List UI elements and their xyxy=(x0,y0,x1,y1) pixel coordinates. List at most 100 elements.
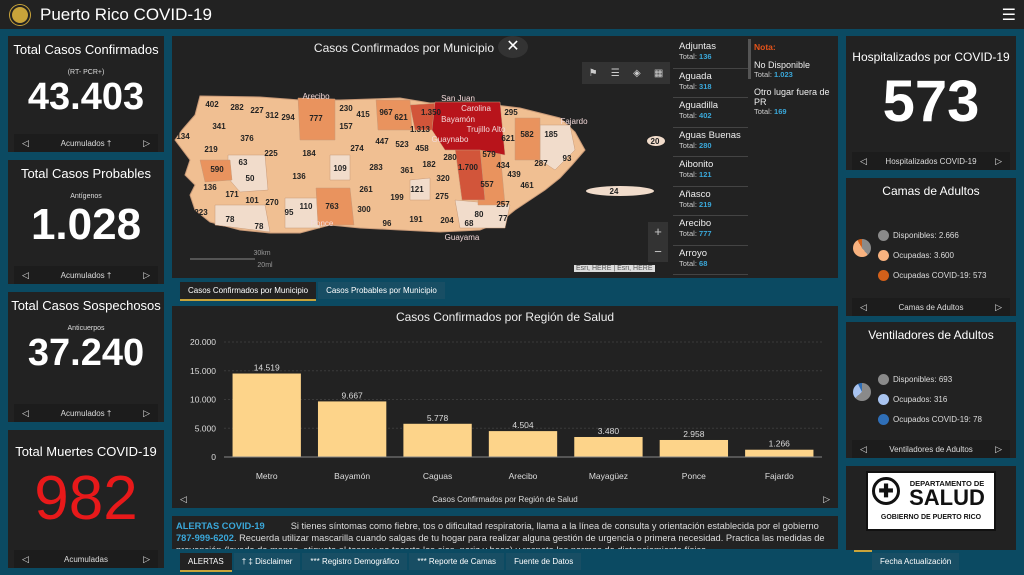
bar-fajardo[interactable] xyxy=(745,449,814,457)
tab-confirmados-municipio[interactable]: Casos Confirmados por Municipio xyxy=(180,282,317,301)
municipio-list-item[interactable]: Adjuntas Total: 136 xyxy=(673,39,748,69)
next-arrow-icon[interactable]: ▷ xyxy=(995,155,1002,166)
legend-swatch xyxy=(878,374,889,385)
bar-caguas[interactable] xyxy=(403,423,472,457)
prev-arrow-icon[interactable]: ◁ xyxy=(22,407,29,418)
municipio-count-label: 275 xyxy=(435,192,449,201)
tab-probables-municipio[interactable]: Casos Probables por Municipio xyxy=(318,282,445,299)
municipio-count-label: 134 xyxy=(176,132,190,141)
prev-arrow-icon[interactable]: ◁ xyxy=(22,553,29,564)
municipio-name: Arecibo xyxy=(679,218,712,229)
municipio-count-label: 283 xyxy=(369,163,383,172)
municipio-count-label: 274 xyxy=(350,144,364,153)
alert-phone-link[interactable]: 787-999-6202 xyxy=(176,533,234,543)
municipio-count-label: 225 xyxy=(264,149,278,158)
municipio-count-label: 582 xyxy=(520,130,534,139)
tab-fuente-datos[interactable]: Fuente de Datos xyxy=(506,553,582,570)
municipio-total: Total: 68 xyxy=(679,258,708,268)
next-arrow-icon[interactable]: ▷ xyxy=(143,137,150,148)
logo-line3: GOBIERNO DE PUERTO RICO xyxy=(880,514,982,521)
legend-icon[interactable]: ☰ xyxy=(610,67,620,79)
municipio-count-label: 171 xyxy=(225,190,239,199)
municipio-count-label: 312 xyxy=(265,111,279,120)
municipio-count-label: 136 xyxy=(203,183,217,192)
prev-arrow-icon[interactable]: ◁ xyxy=(860,301,867,312)
tab-reporte-camas[interactable]: *** Reporte de Camas xyxy=(409,553,505,570)
municipio-list-item[interactable]: Arecibo Total: 777 xyxy=(673,216,748,246)
municipio-name: Arroyo xyxy=(679,247,707,259)
card-deaths: Total Muertes COVID-19 982 ◁ Acumuladas ▷ xyxy=(8,430,164,568)
municipio-count-label: 1.700 xyxy=(458,163,479,172)
municipio-total: Total: 121 xyxy=(679,170,712,179)
next-arrow-icon[interactable]: ▷ xyxy=(995,443,1002,454)
next-arrow-icon[interactable]: ▷ xyxy=(143,407,150,418)
municipio-list-item[interactable]: Añasco Total: 219 xyxy=(673,187,748,216)
municipio-name: Aguadilla xyxy=(679,100,719,111)
municipio-list-item[interactable]: Arroyo Total: 68 xyxy=(673,246,748,275)
municipio-list-item[interactable]: Aibonito Total: 121 xyxy=(673,157,748,187)
municipio-list[interactable]: Adjuntas Total: 136 Aguada Total: 318 Aguadi… xyxy=(673,39,748,277)
y-tick-label: 5.000 xyxy=(195,423,217,433)
municipio-region xyxy=(431,101,506,156)
card-title: Hospitalizados por COVID-19 xyxy=(852,50,1010,64)
tab-disclaimer[interactable]: † ‡ Disclaimer xyxy=(233,553,301,570)
card-subtitle: Antígenos xyxy=(70,193,102,200)
bar-bayamón[interactable] xyxy=(317,401,387,457)
municipio-count-label: 78 xyxy=(226,215,235,224)
bar-mayagüez[interactable] xyxy=(574,436,643,457)
nota-box: Nota: No Disponible Total: 1.023 Otro lu… xyxy=(754,42,836,116)
y-tick-label: 10.000 xyxy=(190,395,216,405)
prev-arrow-icon[interactable]: ◁ xyxy=(860,155,867,166)
card-footer: ◁ Camas de Adultos ▷ xyxy=(852,298,1010,316)
x-tick-label: Metro xyxy=(256,471,278,481)
prev-arrow-icon[interactable]: ◁ xyxy=(22,269,29,280)
zoom-in-button[interactable]: + xyxy=(654,224,662,239)
zoom-out-button[interactable]: − xyxy=(654,244,662,259)
next-arrow-icon[interactable]: ▷ xyxy=(823,493,830,504)
list-scrollbar[interactable] xyxy=(748,39,751,79)
bar-arecibo[interactable] xyxy=(488,431,558,457)
prev-arrow-icon[interactable]: ◁ xyxy=(860,443,867,454)
municipio-count-label: 199 xyxy=(390,193,404,202)
tab-registro-demografico[interactable]: *** Registro Demográfico xyxy=(302,553,408,570)
prev-arrow-icon[interactable]: ◁ xyxy=(180,493,187,504)
municipio-list-item[interactable]: Aguadilla Total: 402 xyxy=(673,98,748,128)
bar-metro[interactable] xyxy=(232,373,301,457)
next-arrow-icon[interactable]: ▷ xyxy=(143,269,150,280)
municipio-total: Total: 402 xyxy=(679,111,712,120)
footer-label: Camas de Adultos xyxy=(898,302,964,312)
bar-value-label: 5.778 xyxy=(427,413,449,423)
tab-fecha-actualizacion[interactable]: Fecha Actualización xyxy=(872,553,960,570)
municipio-count-label: 967 xyxy=(379,108,393,117)
bookmark-icon[interactable]: ⚑ xyxy=(588,67,598,79)
qr-code-icon[interactable]: ▦ xyxy=(653,67,664,79)
layers-icon[interactable]: ◈ xyxy=(632,67,641,79)
next-arrow-icon[interactable]: ▷ xyxy=(995,301,1002,312)
tab-alertas[interactable]: ALERTAS xyxy=(180,553,232,572)
municipio-count-label: 376 xyxy=(240,134,254,143)
prev-arrow-icon[interactable]: ◁ xyxy=(22,137,29,148)
health-cross-icon: ✚ xyxy=(872,477,900,505)
total-label: Total: xyxy=(754,107,772,116)
ventiladores-pie-chart xyxy=(853,383,871,401)
vieques-island xyxy=(586,186,654,196)
hamburger-menu-icon[interactable]: ☰ xyxy=(1001,7,1016,24)
card-title: Ventiladores de Adultos xyxy=(868,328,994,342)
legend-swatch xyxy=(878,394,889,405)
alert-panel[interactable]: ALERTAS COVID-19 Si tienes síntomas como … xyxy=(172,516,838,549)
place-label: Guaynabo xyxy=(432,135,469,144)
municipio-list-item[interactable]: Aguas Buenas Total: 280 xyxy=(673,128,748,157)
municipio-count-label: 96 xyxy=(383,219,392,228)
close-icon[interactable]: ✕ xyxy=(498,36,528,58)
next-arrow-icon[interactable]: ▷ xyxy=(143,553,150,564)
x-tick-label: Caguas xyxy=(423,471,452,481)
region-chart-panel: Casos Confirmados por Región de Salud 0 5… xyxy=(172,306,838,508)
municipio-list-item[interactable]: Aguada Total: 318 xyxy=(673,69,748,98)
municipio-count-label: 1.350 xyxy=(421,108,442,117)
bar-ponce[interactable] xyxy=(659,439,729,457)
municipio-count-label: 95 xyxy=(285,208,294,217)
municipio-total: Total: 280 xyxy=(679,140,712,150)
y-tick-label: 20.000 xyxy=(190,337,216,347)
map-title: Casos Confirmados por Municipio xyxy=(313,41,494,55)
